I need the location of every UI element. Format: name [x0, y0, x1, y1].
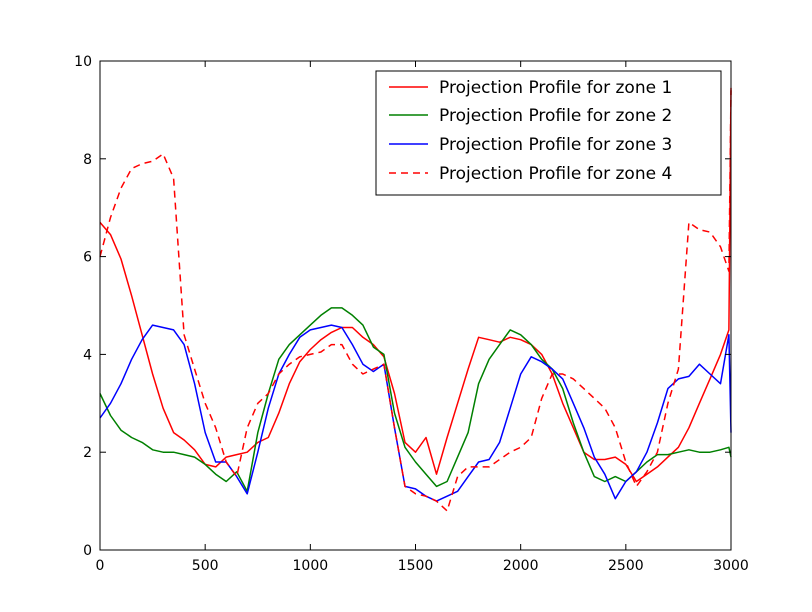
legend-box	[375, 70, 722, 196]
x-tick-label: 2500	[608, 558, 644, 574]
series-line-zone-3	[99, 324, 732, 502]
x-tick-label: 0	[96, 558, 105, 574]
x-tick-label: 2000	[503, 558, 539, 574]
y-tick-label: 2	[83, 445, 92, 461]
y-tick-labels: 0 2 4 6 8 10	[74, 54, 92, 559]
legend-label-zone-2: Projection Profile for zone 2	[439, 106, 672, 126]
y-tick-label: 0	[83, 543, 92, 559]
x-tick-label: 1000	[293, 558, 329, 574]
legend: Projection Profile for zone 1 Projection…	[375, 70, 722, 196]
legend-label-zone-3: Projection Profile for zone 3	[439, 135, 672, 155]
series-line-zone-4	[99, 90, 732, 512]
ticks-layer	[99, 60, 732, 551]
y-tick-label: 10	[74, 54, 92, 70]
series-line-zone-1	[99, 87, 732, 483]
legend-label-zone-4: Projection Profile for zone 4	[439, 164, 672, 184]
series-layer	[99, 87, 732, 512]
y-tick-label: 8	[83, 152, 92, 168]
legend-label-zone-1: Projection Profile for zone 1	[439, 78, 672, 98]
x-tick-label: 500	[192, 558, 219, 574]
x-tick-label: 1500	[398, 558, 434, 574]
x-tick-label: 3000	[713, 558, 749, 574]
y-tick-label: 4	[83, 347, 92, 363]
x-tick-labels: 0 500 1000 1500 2000 2500 3000	[96, 558, 749, 574]
y-tick-label: 6	[83, 250, 92, 266]
